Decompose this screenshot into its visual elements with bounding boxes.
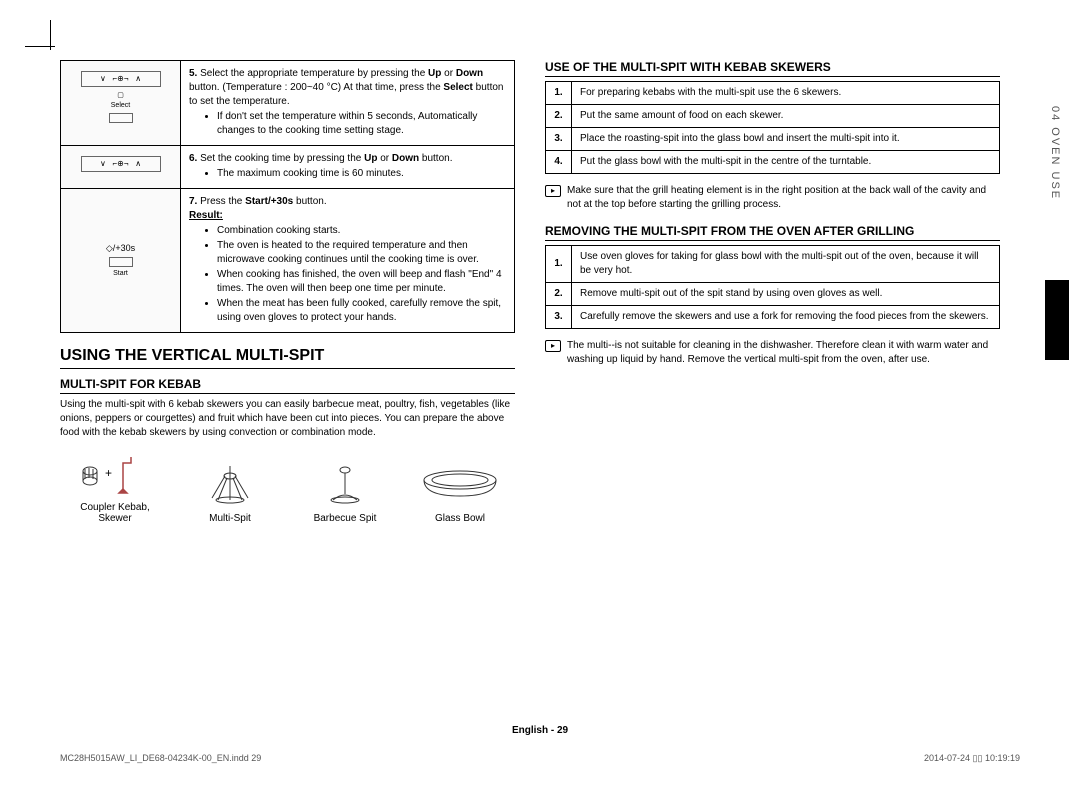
- glass-bowl-icon: [415, 462, 505, 506]
- step-2-2: Remove multi-spit out of the spit stand …: [572, 283, 1000, 306]
- part-glass-bowl: Glass Bowl: [405, 459, 515, 524]
- note-1: ▸ Make sure that the grill heating eleme…: [545, 184, 1000, 212]
- steps-table-1: 1.For preparing kebabs with the multi-sp…: [545, 81, 1000, 174]
- section-removing-multi-spit: REMOVING THE MULTI-SPIT FROM THE OVEN AF…: [545, 224, 1000, 241]
- diagram-cell-5: ∨ ⌐⊕¬ ∧ ▢Select: [61, 61, 181, 146]
- print-footer: MC28H5015AW_LI_DE68-04234K-00_EN.indd 29…: [60, 753, 1020, 764]
- part-barbecue-label: Barbecue Spit: [290, 513, 400, 524]
- page-content: ∨ ⌐⊕¬ ∧ ▢Select 5. Select the appropriat…: [60, 60, 1020, 740]
- part-barbecue-spit: Barbecue Spit: [290, 459, 400, 524]
- subsection-multi-spit-kebab: MULTI-SPIT FOR KEBAB: [60, 377, 515, 394]
- part-multi-spit: Multi-Spit: [175, 459, 285, 524]
- note-icon: ▸: [545, 340, 561, 352]
- instruction-6: 6. Set the cooking time by pressing the …: [181, 146, 515, 189]
- side-tab-label: 04 OVEN USE: [1045, 100, 1061, 200]
- step-1-4: Put the glass bowl with the multi-spit i…: [572, 151, 1000, 174]
- diagram-cell-7: ◇/+30s Start: [61, 189, 181, 333]
- section-use-kebab-skewers: USE OF THE MULTI-SPIT WITH KEBAB SKEWERS: [545, 60, 1000, 77]
- footer-filename: MC28H5015AW_LI_DE68-04234K-00_EN.indd 29: [60, 753, 261, 764]
- diagram-cell-6: ∨ ⌐⊕¬ ∧: [61, 146, 181, 189]
- note-icon: ▸: [545, 185, 561, 197]
- coupler-icon: +: [75, 451, 155, 495]
- right-column: USE OF THE MULTI-SPIT WITH KEBAB SKEWERS…: [545, 60, 1000, 740]
- step-2-3: Carefully remove the skewers and use a f…: [572, 306, 1000, 329]
- step-1-1: For preparing kebabs with the multi-spit…: [572, 82, 1000, 105]
- svg-text:+: +: [105, 466, 112, 480]
- parts-row: + Coupler Kebab,Skewer: [60, 448, 515, 524]
- instruction-7: 7. Press the Start/+30s button. Result: …: [181, 189, 515, 333]
- part-multi-spit-label: Multi-Spit: [175, 513, 285, 524]
- steps-table-2: 1.Use oven gloves for taking for glass b…: [545, 245, 1000, 329]
- note-2-text: The multi--is not suitable for cleaning …: [567, 339, 1000, 367]
- part-coupler: + Coupler Kebab,Skewer: [60, 448, 170, 524]
- side-tab: 04 OVEN USE: [1045, 100, 1070, 460]
- multi-spit-icon: [200, 462, 260, 506]
- part-coupler-label: Coupler Kebab,Skewer: [60, 502, 170, 524]
- part-glass-bowl-label: Glass Bowl: [405, 513, 515, 524]
- note-1-text: Make sure that the grill heating element…: [567, 184, 1000, 212]
- step-1-3: Place the roasting-spit into the glass b…: [572, 128, 1000, 151]
- barbecue-spit-icon: [315, 462, 375, 506]
- left-column: ∨ ⌐⊕¬ ∧ ▢Select 5. Select the appropriat…: [60, 60, 515, 740]
- page-number-label: English - 29: [512, 725, 568, 736]
- step-2-1: Use oven gloves for taking for glass bow…: [572, 246, 1000, 283]
- section-using-multi-spit: USING THE VERTICAL MULTI-SPIT: [60, 347, 515, 369]
- page-footer: English - 29: [0, 725, 1080, 736]
- multi-spit-body: Using the multi-spit with 6 kebab skewer…: [60, 398, 515, 440]
- instruction-table: ∨ ⌐⊕¬ ∧ ▢Select 5. Select the appropriat…: [60, 60, 515, 333]
- footer-timestamp: 2014-07-24 ▯▯ 10:19:19: [924, 753, 1020, 764]
- side-tab-marker: [1045, 280, 1069, 360]
- note-2: ▸ The multi--is not suitable for cleanin…: [545, 339, 1000, 367]
- instruction-5: 5. Select the appropriate temperature by…: [181, 61, 515, 146]
- step-1-2: Put the same amount of food on each skew…: [572, 105, 1000, 128]
